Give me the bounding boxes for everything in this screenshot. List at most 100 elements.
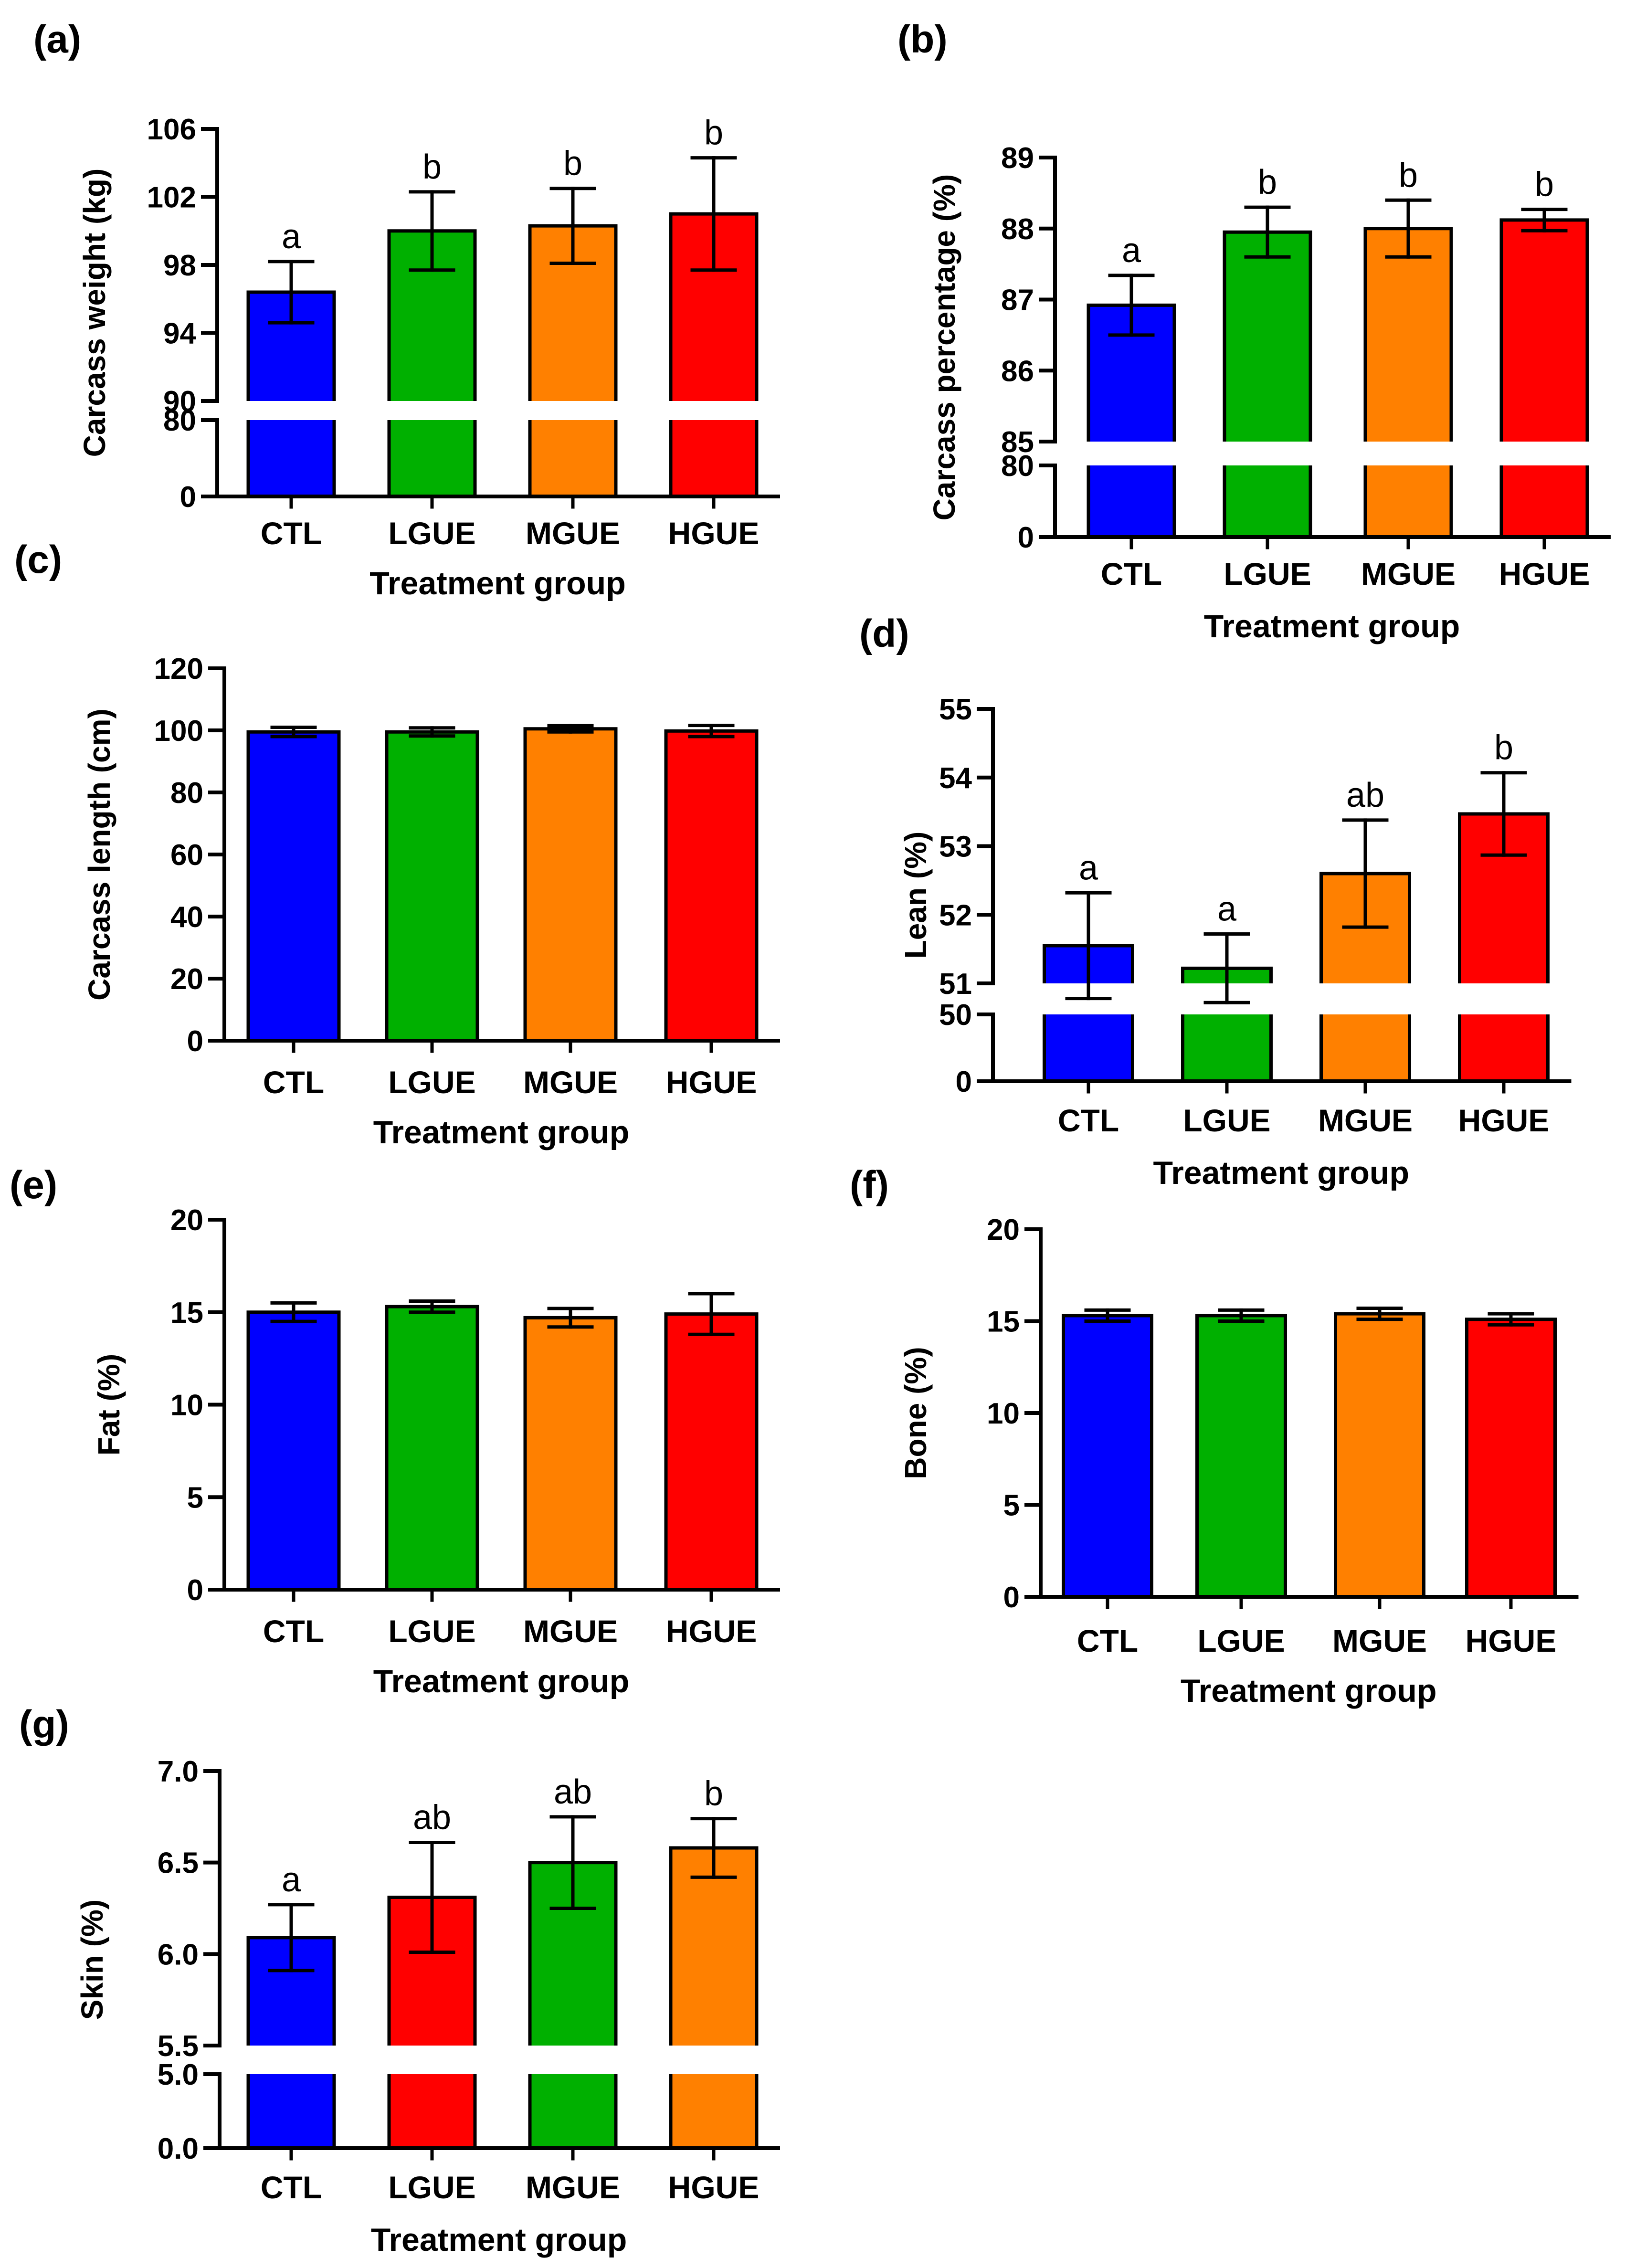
y-tick-label: 15 (170, 1297, 203, 1329)
y-tick-label: 50 (939, 999, 972, 1032)
y-tick-label: 94 (163, 317, 196, 350)
bar (1224, 232, 1310, 442)
x-tick-label: MGUE (1318, 1103, 1413, 1138)
x-tick-label: MGUE (1332, 1623, 1427, 1658)
bar (246, 730, 341, 1043)
x-axis-label: Treatment group (1153, 1155, 1410, 1191)
y-tick-label: 85 (1001, 426, 1034, 459)
panel-label: (b) (897, 18, 948, 61)
significance-letter: b (563, 145, 582, 183)
significance-letter: a (282, 1861, 301, 1899)
y-tick-label: 80 (170, 777, 203, 810)
y-axis-label: Bone (%) (898, 1347, 933, 1479)
y-tick-label: 5.5 (158, 2030, 199, 2063)
y-tick-label: 54 (939, 762, 972, 795)
x-axis-label: Treatment group (1204, 608, 1460, 644)
y-tick-label: 20 (170, 1204, 203, 1237)
y-tick-label: 20 (987, 1213, 1020, 1246)
y-tick-label: 0.0 (158, 2132, 199, 2165)
x-tick-label: HGUE (1466, 1623, 1557, 1658)
bar-lower (248, 2074, 334, 2148)
y-tick-label: 60 (170, 839, 203, 872)
x-tick-label: CTL (263, 1614, 324, 1649)
panel-label: (c) (14, 538, 62, 581)
y-tick-label: 51 (939, 968, 972, 1001)
x-tick-label: LGUE (1183, 1103, 1270, 1138)
significance-letter: a (1122, 232, 1141, 270)
bar-lower (1182, 1014, 1271, 1081)
bar-lower (530, 2074, 616, 2148)
bar-lower (1088, 465, 1174, 537)
panel-label: (f) (850, 1163, 889, 1207)
x-axis-label: Treatment group (371, 2222, 627, 2258)
x-tick-label: CTL (1077, 1623, 1138, 1658)
y-axis-label: Carcass length (cm) (82, 708, 116, 1001)
x-tick-label: LGUE (1197, 1623, 1285, 1658)
x-tick-label: LGUE (1224, 556, 1311, 591)
significance-letter: b (1258, 163, 1277, 201)
x-axis-label: Treatment group (1181, 1673, 1437, 1709)
y-axis-label: Carcass percentage (%) (927, 174, 961, 521)
bar (1501, 220, 1587, 442)
bar-lower (671, 2074, 757, 2148)
x-tick-label: HGUE (666, 1614, 757, 1649)
y-tick-label: 0 (1003, 1581, 1020, 1614)
x-tick-label: HGUE (1458, 1103, 1550, 1138)
bar (664, 729, 759, 1043)
significance-letter: a (1217, 890, 1237, 928)
y-tick-label: 15 (987, 1306, 1020, 1339)
x-tick-label: HGUE (668, 2170, 760, 2205)
bar (385, 730, 479, 1043)
y-tick-label: 98 (163, 249, 196, 282)
y-tick-label: 0 (1018, 521, 1034, 554)
y-tick-label: 10 (170, 1389, 203, 1422)
x-tick-label: LGUE (388, 516, 475, 551)
x-axis-label: Treatment group (369, 565, 626, 601)
bar-lower (1365, 465, 1451, 537)
y-tick-label: 0 (956, 1065, 972, 1098)
x-axis-label: Treatment group (373, 1114, 630, 1150)
x-tick-label: HGUE (666, 1065, 757, 1100)
x-tick-label: LGUE (388, 1065, 475, 1100)
bar (1465, 1318, 1557, 1599)
y-tick-label: 89 (1001, 142, 1034, 175)
y-tick-label: 86 (1001, 355, 1034, 388)
x-axis-label: Treatment group (373, 1663, 630, 1699)
y-tick-label: 6.5 (158, 1847, 199, 1880)
significance-letter: a (282, 218, 301, 256)
significance-letter: ab (413, 1799, 451, 1837)
significance-letter: b (1535, 166, 1554, 204)
y-tick-label: 88 (1001, 213, 1034, 246)
x-tick-label: LGUE (388, 2170, 475, 2205)
y-tick-label: 80 (1001, 450, 1034, 483)
bar (246, 1310, 341, 1592)
y-tick-label: 0 (187, 1574, 203, 1607)
y-tick-label: 5.0 (158, 2058, 199, 2091)
x-tick-label: CTL (261, 2170, 322, 2205)
y-axis-label: Lean (%) (898, 832, 933, 959)
bar-lower (389, 420, 475, 496)
bar-lower (1501, 465, 1587, 537)
y-axis-label: Carcass weight (kg) (77, 169, 112, 457)
y-tick-label: 90 (163, 385, 196, 418)
bar-lower (248, 420, 334, 496)
y-tick-label: 5 (1003, 1489, 1020, 1522)
panel-label: (e) (10, 1163, 57, 1207)
x-tick-label: CTL (263, 1065, 324, 1100)
y-tick-label: 87 (1001, 284, 1034, 317)
significance-letter: b (1399, 156, 1418, 194)
y-axis-label: Fat (%) (92, 1354, 126, 1456)
x-tick-label: MGUE (523, 1065, 618, 1100)
y-tick-label: 10 (987, 1397, 1020, 1430)
bar (1062, 1314, 1153, 1599)
bar-lower (671, 420, 757, 496)
significance-letter: b (1494, 729, 1513, 767)
x-tick-label: LGUE (388, 1614, 475, 1649)
x-tick-label: MGUE (523, 1614, 618, 1649)
bar-lower (530, 420, 616, 496)
bar-lower (1044, 1014, 1133, 1081)
bar-lower (1321, 1014, 1410, 1081)
panel-label: (d) (859, 612, 909, 655)
x-tick-label: MGUE (526, 516, 620, 551)
y-tick-label: 6.0 (158, 1938, 199, 1971)
